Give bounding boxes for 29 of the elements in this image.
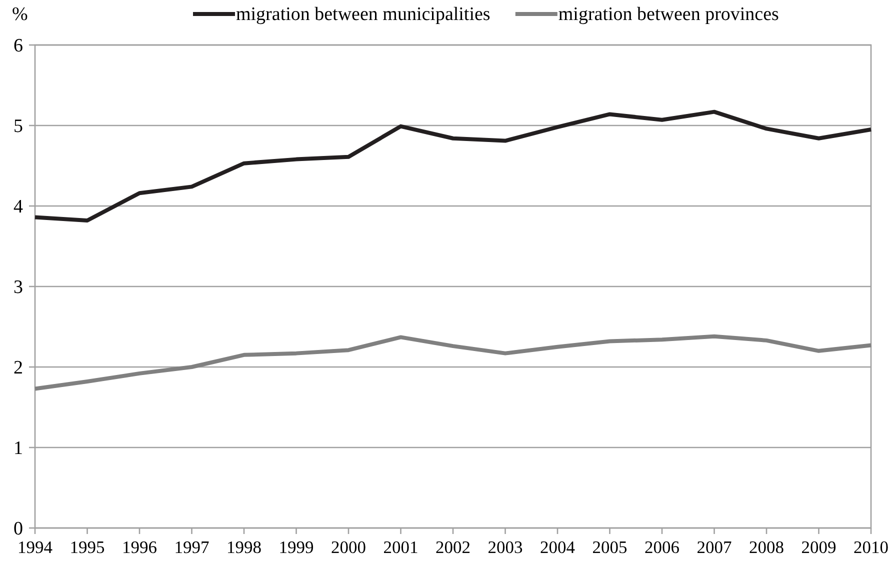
y-tick-label: 6	[14, 36, 23, 57]
y-tick-label: 0	[14, 518, 23, 540]
x-tick-label: 2006	[644, 537, 680, 557]
line-series	[33, 110, 873, 222]
x-tick-label: 1996	[122, 537, 158, 557]
x-tick-label: 1995	[70, 537, 105, 557]
x-tick-label: 2000	[331, 537, 366, 557]
y-axis-title: %	[12, 4, 28, 25]
legend-label: migration between municipalities	[236, 4, 490, 25]
x-tick-label: 1997	[174, 537, 210, 557]
line-series	[33, 334, 873, 391]
x-tick-label: 2003	[488, 537, 523, 557]
x-tick-label: 2008	[749, 537, 784, 557]
x-tick-label: 2004	[540, 537, 576, 557]
y-tick-label: 3	[14, 277, 23, 298]
y-tick-label: 2	[14, 358, 23, 379]
x-tick-label: 2002	[436, 537, 470, 557]
y-tick-label: 5	[14, 116, 23, 138]
y-tick-label: 1	[14, 438, 23, 460]
x-tick-label: 2009	[801, 537, 836, 557]
x-tick-label: 1998	[226, 537, 262, 557]
x-tick-label: 2005	[592, 537, 628, 557]
x-tick-label: 1999	[278, 537, 314, 557]
x-tick-label: 2010	[854, 537, 889, 557]
legend-label: migration between provinces	[558, 4, 779, 25]
x-tick-label: 2007	[696, 537, 732, 557]
y-tick-label: 4	[14, 196, 24, 218]
x-tick-label: 1994	[18, 537, 53, 557]
x-tick-label: 2001	[383, 537, 418, 557]
